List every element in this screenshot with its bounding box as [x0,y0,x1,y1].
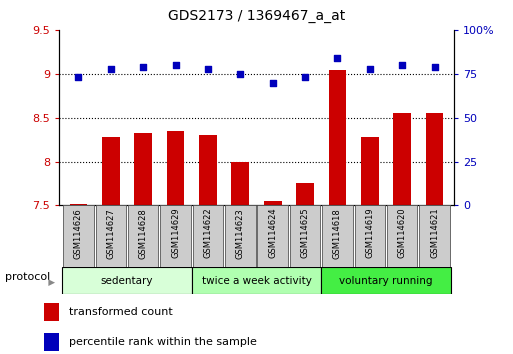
Text: twice a week activity: twice a week activity [202,275,311,286]
Bar [44,333,59,351]
Bar [258,205,288,267]
Text: transformed count: transformed count [69,307,173,317]
Point [204,66,212,72]
Bar [128,205,159,267]
Text: voluntary running: voluntary running [339,275,433,286]
Text: GSM114622: GSM114622 [204,208,212,258]
Bar [231,161,249,205]
Point [236,71,244,77]
Text: GDS2173 / 1369467_a_at: GDS2173 / 1369467_a_at [168,9,345,23]
Text: GSM114624: GSM114624 [268,208,277,258]
Point [139,64,147,70]
Bar [70,204,87,205]
Bar [192,267,321,294]
Bar [321,267,451,294]
Bar [290,205,320,267]
Point [398,62,406,68]
Bar [322,205,352,267]
Bar [387,205,418,267]
Bar [296,183,314,205]
Bar [95,205,126,267]
Text: GSM114623: GSM114623 [236,208,245,258]
Text: GSM114620: GSM114620 [398,208,407,258]
Bar [419,205,450,267]
Point [301,75,309,80]
Bar [161,205,191,267]
Bar [328,69,346,205]
Bar [393,113,411,205]
Point [333,55,342,61]
Bar [63,205,94,267]
Text: GSM114618: GSM114618 [333,208,342,258]
Text: GSM114621: GSM114621 [430,208,439,258]
Bar [354,205,385,267]
Text: protocol: protocol [5,272,50,282]
Bar [193,205,223,267]
Bar [62,267,192,294]
Bar [426,113,443,205]
Bar [264,201,282,205]
Bar [199,135,217,205]
Text: GSM114625: GSM114625 [301,208,309,258]
Text: GSM114619: GSM114619 [365,208,374,258]
Text: GSM114627: GSM114627 [106,208,115,258]
Point [430,64,439,70]
Text: percentile rank within the sample: percentile rank within the sample [69,337,257,347]
Point [107,66,115,72]
Bar [44,303,59,321]
Point [366,66,374,72]
Text: GSM114626: GSM114626 [74,208,83,258]
Text: GSM114628: GSM114628 [139,208,148,258]
Point [269,80,277,85]
Text: GSM114629: GSM114629 [171,208,180,258]
Text: sedentary: sedentary [101,275,153,286]
Bar [225,205,255,267]
Point [171,62,180,68]
Bar [167,131,185,205]
Bar [102,137,120,205]
Bar [361,137,379,205]
Point [74,75,83,80]
Bar [134,133,152,205]
